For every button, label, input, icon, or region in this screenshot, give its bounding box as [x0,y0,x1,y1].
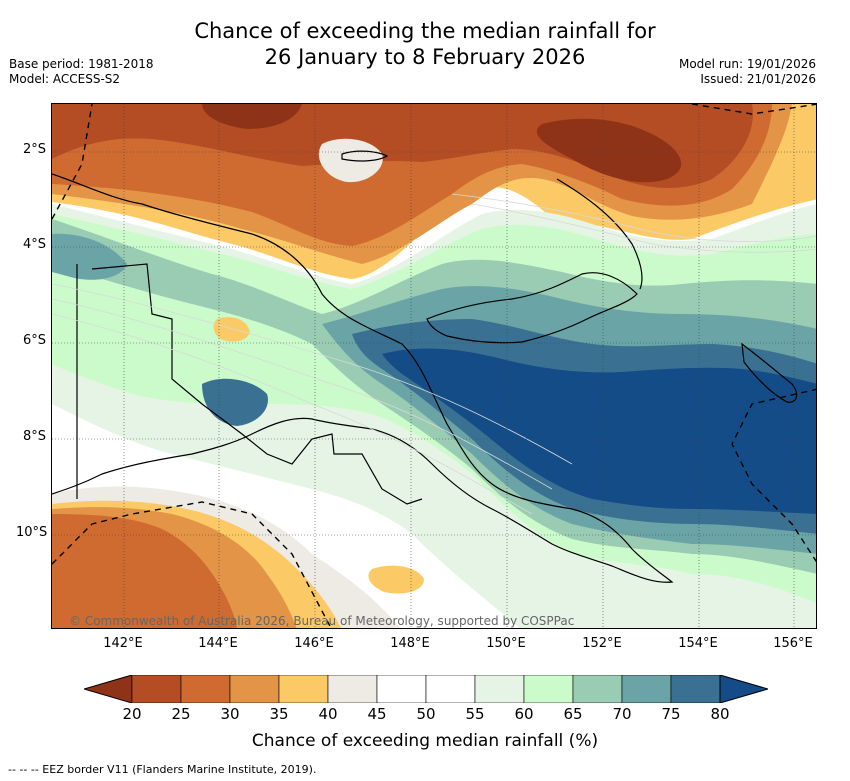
colorbar-tick-70: 70 [612,705,632,723]
contour-e [451,193,816,242]
lon-label-154E: 154°E [678,636,718,651]
eez-south [52,501,332,628]
colorbar-tick-60: 60 [514,705,534,723]
lon-label-142E: 142°E [103,636,143,651]
colorbar-band-50-55 [425,674,476,704]
region-35-40-inland-spot [213,317,250,342]
colorbar-band-35-40 [278,674,329,704]
colorbar-tick-65: 65 [563,705,583,723]
colorbar-tick-50: 50 [416,705,436,723]
colorbar-arrow-high [719,674,770,704]
inland-border [76,263,423,505]
lat-label-4S: 4°S [22,237,46,252]
lat-label-2S: 2°S [22,142,46,157]
model-name: Model: ACCESS-S2 [9,72,121,86]
region-70-75-west [52,233,127,280]
png-mainland-coast [52,173,674,583]
meta-right: Model run: 19/01/2026 Issued: 21/01/2026 [679,57,816,87]
colorbar-svg [82,674,770,704]
new-britain-coast [426,272,638,344]
lon-label-144E: 144°E [198,636,238,651]
graticule [52,104,816,628]
eez-borders [52,104,816,628]
eez-east [731,388,816,563]
colorbar-tick-35: 35 [269,705,289,723]
colorbar-band-20-25 [131,674,182,704]
region-35-40-south-spot [368,565,424,594]
region-gt80 [382,348,816,514]
colorbar-tick-80: 80 [710,705,730,723]
eez-footnote: -- -- -- EEZ border V11 (Flanders Marine… [8,763,317,776]
colorbar-tick-75: 75 [661,705,681,723]
contour-b [52,298,553,490]
colorbar-arrow-low [82,674,133,704]
lat-label-8S: 8°S [22,429,46,444]
contour-c [52,313,533,515]
region-25-30-south [52,514,237,628]
title-line-1: Chance of exceeding the median rainfall … [194,19,656,43]
lon-label-150E: 150°E [486,636,526,651]
model-run: Model run: 19/01/2026 [678,57,816,71]
issued-date: Issued: 21/01/2026 [700,72,816,86]
colorbar-tick-25: 25 [171,705,191,723]
eez-north-west [52,104,93,220]
rainfall-map [51,103,817,629]
colorbar-tick-30: 30 [220,705,240,723]
colorbar-band-70-75 [621,674,672,704]
colorbar-band-25-30 [180,674,231,704]
eez-north-east [691,104,816,115]
colorbar-band-45-50 [376,674,427,704]
colorbar-tick-20: 20 [122,705,142,723]
region-75-80-west [202,378,268,426]
coastlines [52,150,798,583]
colorbar [82,674,770,707]
lat-label-10S: 10°S [16,525,48,540]
lon-label-152E: 152°E [582,636,622,651]
colorbar-tick-40: 40 [318,705,338,723]
colorbar-band-40-45 [327,674,378,704]
colorbar-band-65-70 [572,674,623,704]
contour-a [52,283,573,465]
manus-coast [341,150,389,162]
copyright-notice: © Commonwealth of Australia 2026, Bureau… [69,614,575,628]
new-ireland-coast [556,178,643,290]
colorbar-band-55-60 [474,674,525,704]
lon-label-156E: 156°E [773,636,813,651]
colorbar-band-30-35 [229,674,280,704]
lon-label-148E: 148°E [390,636,430,651]
colorbar-tick-55: 55 [465,705,485,723]
lon-label-146E: 146°E [294,636,334,651]
map-title: Chance of exceeding the median rainfall … [0,18,850,70]
meta-left: Base period: 1981-2018 Model: ACCESS-S2 [9,57,154,87]
region-lt20-north-2 [202,104,302,129]
base-period: Base period: 1981-2018 [9,57,154,71]
colorbar-band-75-80 [670,674,721,704]
lat-label-6S: 6°S [22,333,46,348]
colorbar-label: Chance of exceeding median rainfall (%) [251,731,599,751]
map-svg [52,104,816,628]
region-lt20-north [536,118,682,183]
title-line-2: 26 January to 8 February 2026 [264,45,586,69]
contour-d [471,203,816,253]
colorbar-tick-45: 45 [367,705,387,723]
colorbar-band-60-65 [523,674,574,704]
bougainville-coast [741,342,798,403]
contour-lines [52,193,816,515]
